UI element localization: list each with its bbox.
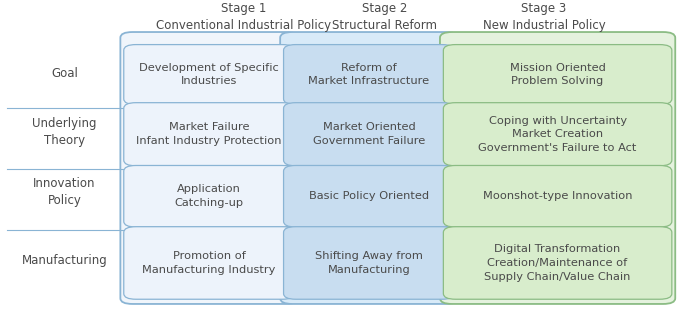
Text: Underlying
Theory: Underlying Theory xyxy=(33,117,97,147)
Text: Basic Policy Oriented: Basic Policy Oriented xyxy=(309,191,429,201)
FancyBboxPatch shape xyxy=(443,227,672,299)
Text: Promotion of
Manufacturing Industry: Promotion of Manufacturing Industry xyxy=(142,251,276,275)
FancyBboxPatch shape xyxy=(443,165,672,227)
Text: Application
Catching-up: Application Catching-up xyxy=(175,184,243,208)
Text: Stage 3
New Industrial Policy: Stage 3 New Industrial Policy xyxy=(483,2,605,32)
FancyBboxPatch shape xyxy=(284,45,454,105)
FancyBboxPatch shape xyxy=(440,32,675,304)
Text: Development of Specific
Industries: Development of Specific Industries xyxy=(139,63,279,86)
Text: Digital Transformation
Creation/Maintenance of
Supply Chain/Value Chain: Digital Transformation Creation/Maintena… xyxy=(484,244,631,282)
FancyBboxPatch shape xyxy=(124,227,294,299)
Text: Stage 2
Structural Reform: Stage 2 Structural Reform xyxy=(332,2,437,32)
FancyBboxPatch shape xyxy=(284,103,454,166)
FancyBboxPatch shape xyxy=(443,45,672,105)
FancyBboxPatch shape xyxy=(124,165,294,227)
Text: Market Failure
Infant Industry Protection: Market Failure Infant Industry Protectio… xyxy=(137,122,282,146)
Text: Reform of
Market Infrastructure: Reform of Market Infrastructure xyxy=(308,63,430,86)
FancyBboxPatch shape xyxy=(120,32,298,304)
FancyBboxPatch shape xyxy=(124,103,294,166)
FancyBboxPatch shape xyxy=(284,165,454,227)
FancyBboxPatch shape xyxy=(124,45,294,105)
Text: Mission Oriented
Problem Solving: Mission Oriented Problem Solving xyxy=(510,63,605,86)
Text: Shifting Away from
Manufacturing: Shifting Away from Manufacturing xyxy=(315,251,423,275)
Text: Coping with Uncertainty
Market Creation
Government's Failure to Act: Coping with Uncertainty Market Creation … xyxy=(479,116,636,153)
Text: Stage 1
Conventional Industrial Policy: Stage 1 Conventional Industrial Policy xyxy=(156,2,331,32)
FancyBboxPatch shape xyxy=(284,227,454,299)
Text: Market Oriented
Government Failure: Market Oriented Government Failure xyxy=(313,122,425,146)
FancyBboxPatch shape xyxy=(443,103,672,166)
FancyBboxPatch shape xyxy=(280,32,458,304)
Text: Moonshot-type Innovation: Moonshot-type Innovation xyxy=(483,191,632,201)
Text: Innovation
Policy: Innovation Policy xyxy=(33,176,96,207)
Text: Goal: Goal xyxy=(51,67,78,80)
Text: Manufacturing: Manufacturing xyxy=(22,254,107,267)
